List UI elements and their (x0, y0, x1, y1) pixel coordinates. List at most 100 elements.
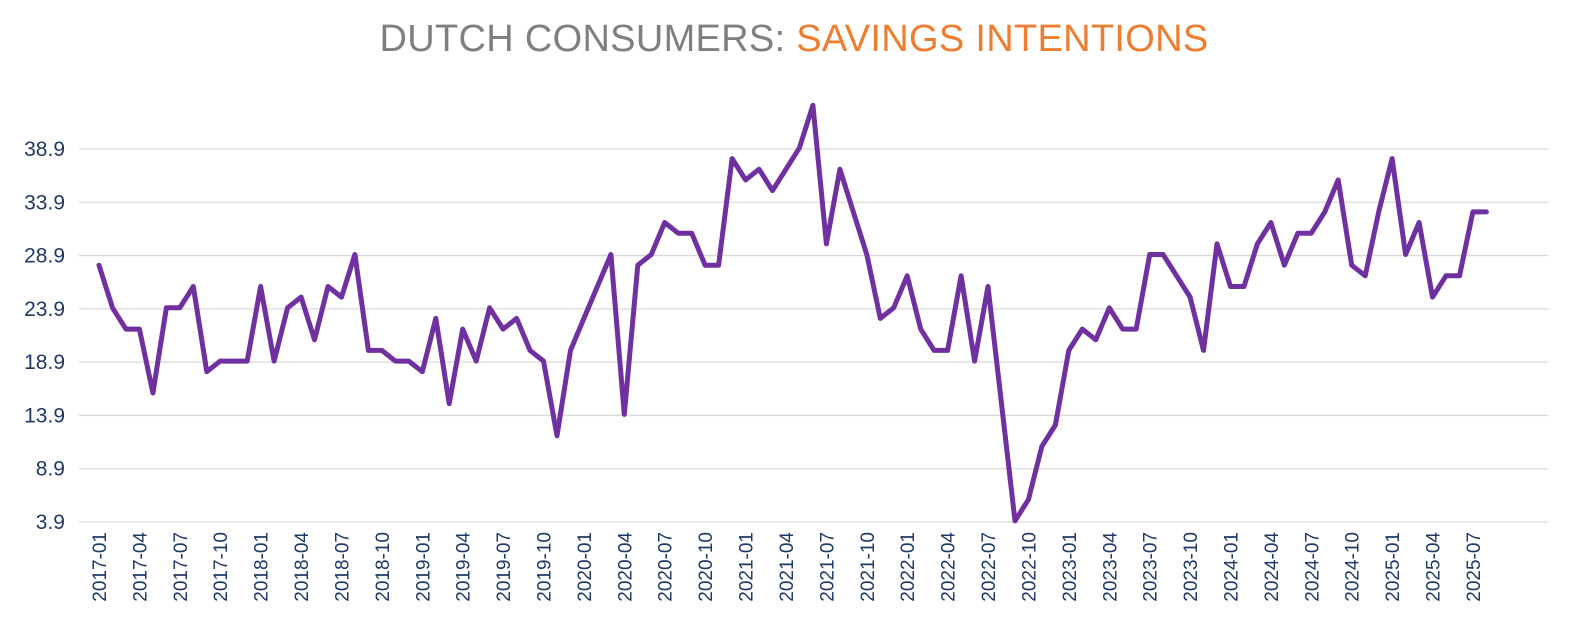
data-point (1282, 262, 1287, 268)
data-point (1093, 337, 1098, 342)
data-point (1066, 348, 1072, 353)
data-point (244, 358, 250, 364)
data-point (514, 316, 519, 321)
data-point (756, 167, 762, 172)
data-point (298, 294, 304, 300)
x-tick-label: 2018-10 (373, 532, 394, 602)
data-point (595, 284, 600, 289)
data-point (864, 252, 869, 257)
data-point (878, 316, 883, 321)
data-point (1214, 241, 1220, 247)
data-point (905, 273, 910, 279)
x-tick-label: 2023-04 (1100, 532, 1121, 602)
y-tick-label: 28.9 (24, 245, 65, 268)
data-point (1107, 305, 1112, 310)
data-point (837, 167, 843, 172)
data-point (218, 358, 223, 364)
series-line (96, 102, 1489, 524)
data-point (716, 262, 721, 268)
x-tick-label: 2024-10 (1343, 532, 1364, 602)
y-tick-label: 13.9 (24, 404, 65, 427)
data-point (1174, 273, 1179, 279)
data-point (1201, 348, 1206, 353)
data-point (891, 305, 896, 310)
x-tick-label: 2023-10 (1181, 532, 1202, 602)
x-tick-label: 2024-04 (1262, 532, 1283, 602)
data-point (352, 252, 358, 257)
data-point (676, 230, 681, 236)
y-tick-label: 33.9 (24, 191, 65, 214)
data-point (325, 284, 331, 289)
x-tick-label: 2024-01 (1221, 532, 1242, 602)
data-point (1416, 220, 1422, 225)
data-point (473, 358, 479, 364)
x-tick-label: 2018-01 (252, 532, 273, 602)
data-point (1322, 209, 1327, 215)
series-layer (96, 102, 1489, 524)
data-point (1187, 294, 1193, 300)
data-point (1309, 230, 1314, 236)
x-tick-label: 2017-07 (171, 532, 192, 602)
data-point (1443, 273, 1449, 279)
data-point (1268, 220, 1274, 225)
data-point (608, 252, 614, 257)
data-point (433, 316, 438, 321)
data-point (420, 369, 425, 374)
data-point (447, 401, 452, 406)
data-point (487, 305, 492, 310)
data-point (972, 358, 977, 364)
x-tick-label: 2018-07 (332, 532, 353, 602)
data-point (1039, 444, 1045, 449)
x-tick-label: 2020-04 (615, 532, 636, 602)
data-point (110, 305, 115, 310)
x-tick-label: 2019-07 (494, 532, 515, 602)
x-tick-label: 2017-01 (90, 532, 111, 602)
data-point (729, 156, 735, 161)
data-point (958, 273, 964, 279)
data-point (783, 167, 789, 172)
x-tick-label: 2025-01 (1383, 532, 1404, 602)
data-point (1362, 273, 1368, 279)
x-tick-label: 2020-01 (575, 532, 596, 602)
data-point (1241, 284, 1247, 289)
data-point (271, 358, 277, 364)
x-tick-label: 2017-04 (130, 532, 151, 602)
y-tick-label: 18.9 (24, 351, 65, 374)
data-point (366, 348, 371, 353)
y-tick-label: 23.9 (24, 298, 65, 321)
data-point (635, 262, 640, 268)
data-point (797, 145, 802, 151)
data-point (406, 358, 412, 364)
data-point (177, 305, 183, 310)
data-point (164, 305, 169, 310)
data-point (285, 305, 290, 310)
data-point (810, 103, 816, 108)
data-point (541, 358, 546, 364)
data-point (985, 284, 991, 289)
data-point (1026, 497, 1031, 502)
x-tick-label: 2024-07 (1302, 532, 1323, 602)
data-point (1147, 252, 1152, 257)
x-tick-label: 2018-04 (292, 532, 313, 602)
data-point (1376, 209, 1381, 215)
data-point (1484, 209, 1489, 215)
y-tick-label: 38.9 (24, 138, 65, 161)
x-tick-label: 2020-10 (696, 532, 717, 602)
data-point (379, 348, 385, 353)
x-tick-label: 2023-01 (1060, 532, 1081, 602)
x-tick-label: 2022-10 (1019, 532, 1040, 602)
chart-title-part-2: SAVINGS INTENTIONS (796, 18, 1209, 60)
data-point (123, 326, 129, 332)
data-point (568, 348, 573, 353)
chart-title-part-1: DUTCH CONSUMERS: (379, 18, 797, 60)
y-tick-label: 3.9 (36, 511, 65, 534)
data-point (554, 433, 560, 438)
x-tick-label: 2021-01 (737, 532, 758, 602)
data-point (460, 326, 465, 332)
x-tick-label: 2025-07 (1464, 532, 1485, 602)
x-tick-label: 2022-07 (979, 532, 1000, 602)
data-point (622, 412, 627, 417)
data-point (1080, 326, 1085, 332)
data-point (258, 284, 263, 289)
data-point (1053, 422, 1058, 428)
